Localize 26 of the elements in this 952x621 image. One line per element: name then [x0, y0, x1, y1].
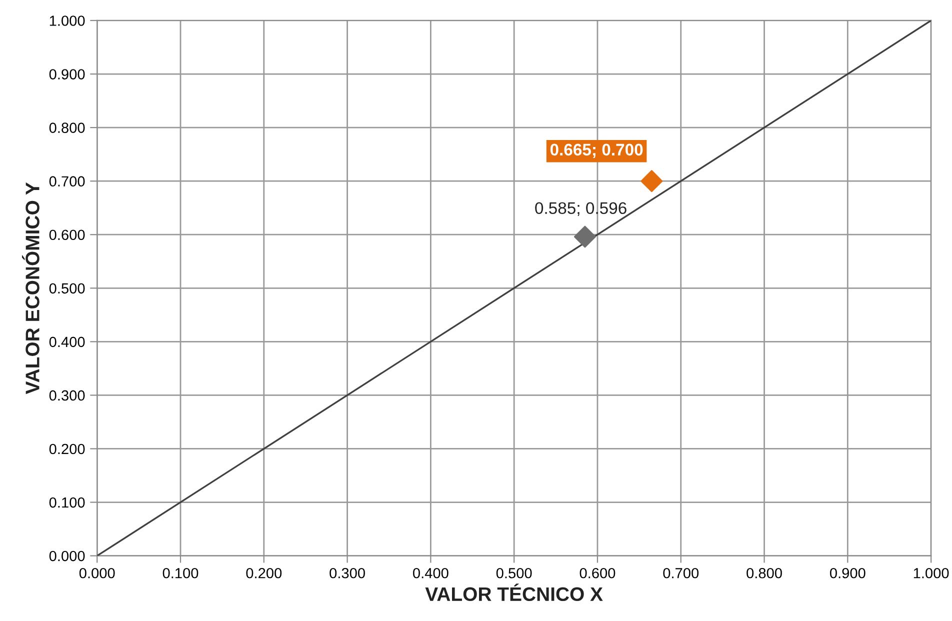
y-tick-label: 0.500 — [49, 283, 85, 294]
y-tick-label: 0.300 — [49, 390, 85, 401]
x-tick-label: 0.700 — [663, 568, 699, 578]
x-tick-label: 0.000 — [79, 568, 115, 578]
y-tick-label: 0.900 — [49, 69, 85, 80]
x-tick-label: 0.600 — [580, 568, 616, 578]
x-tick-label: 0.300 — [330, 568, 365, 578]
x-tick-label: 0.100 — [162, 568, 198, 578]
y-tick-label: 0.800 — [49, 122, 85, 133]
x-axis-title: VALOR TÉCNICO X — [425, 584, 603, 602]
x-tick-label: 0.400 — [413, 568, 448, 578]
x-tick-label: 0.200 — [246, 568, 282, 578]
x-tick-label: 0.500 — [496, 568, 532, 578]
data-label: 0.585; 0.596 — [535, 202, 626, 216]
y-tick-label: 0.700 — [49, 176, 85, 187]
x-tick-label: 0.900 — [830, 568, 866, 578]
data-label: 0.665; 0.700 — [550, 144, 643, 158]
y-tick-label: 0.200 — [49, 444, 85, 454]
x-tick-label: 1.000 — [914, 568, 949, 578]
y-tick-label: 1.000 — [50, 16, 85, 26]
y-tick-label: 0.100 — [49, 497, 85, 508]
x-tick-label: 0.800 — [746, 568, 782, 578]
y-tick-label: 0.000 — [49, 550, 85, 562]
y-tick-label: 0.600 — [49, 230, 85, 240]
y-axis-title: VALOR ECONÓMICO Y — [22, 182, 40, 394]
y-tick-label: 0.400 — [49, 336, 85, 348]
